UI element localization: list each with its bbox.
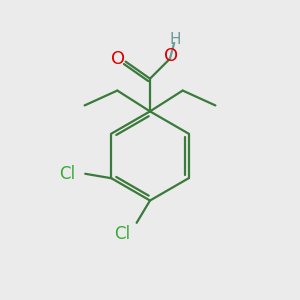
Text: H: H bbox=[170, 32, 182, 47]
Text: O: O bbox=[111, 50, 125, 68]
Text: O: O bbox=[164, 47, 178, 65]
Text: Cl: Cl bbox=[114, 225, 130, 243]
Text: Cl: Cl bbox=[59, 165, 76, 183]
